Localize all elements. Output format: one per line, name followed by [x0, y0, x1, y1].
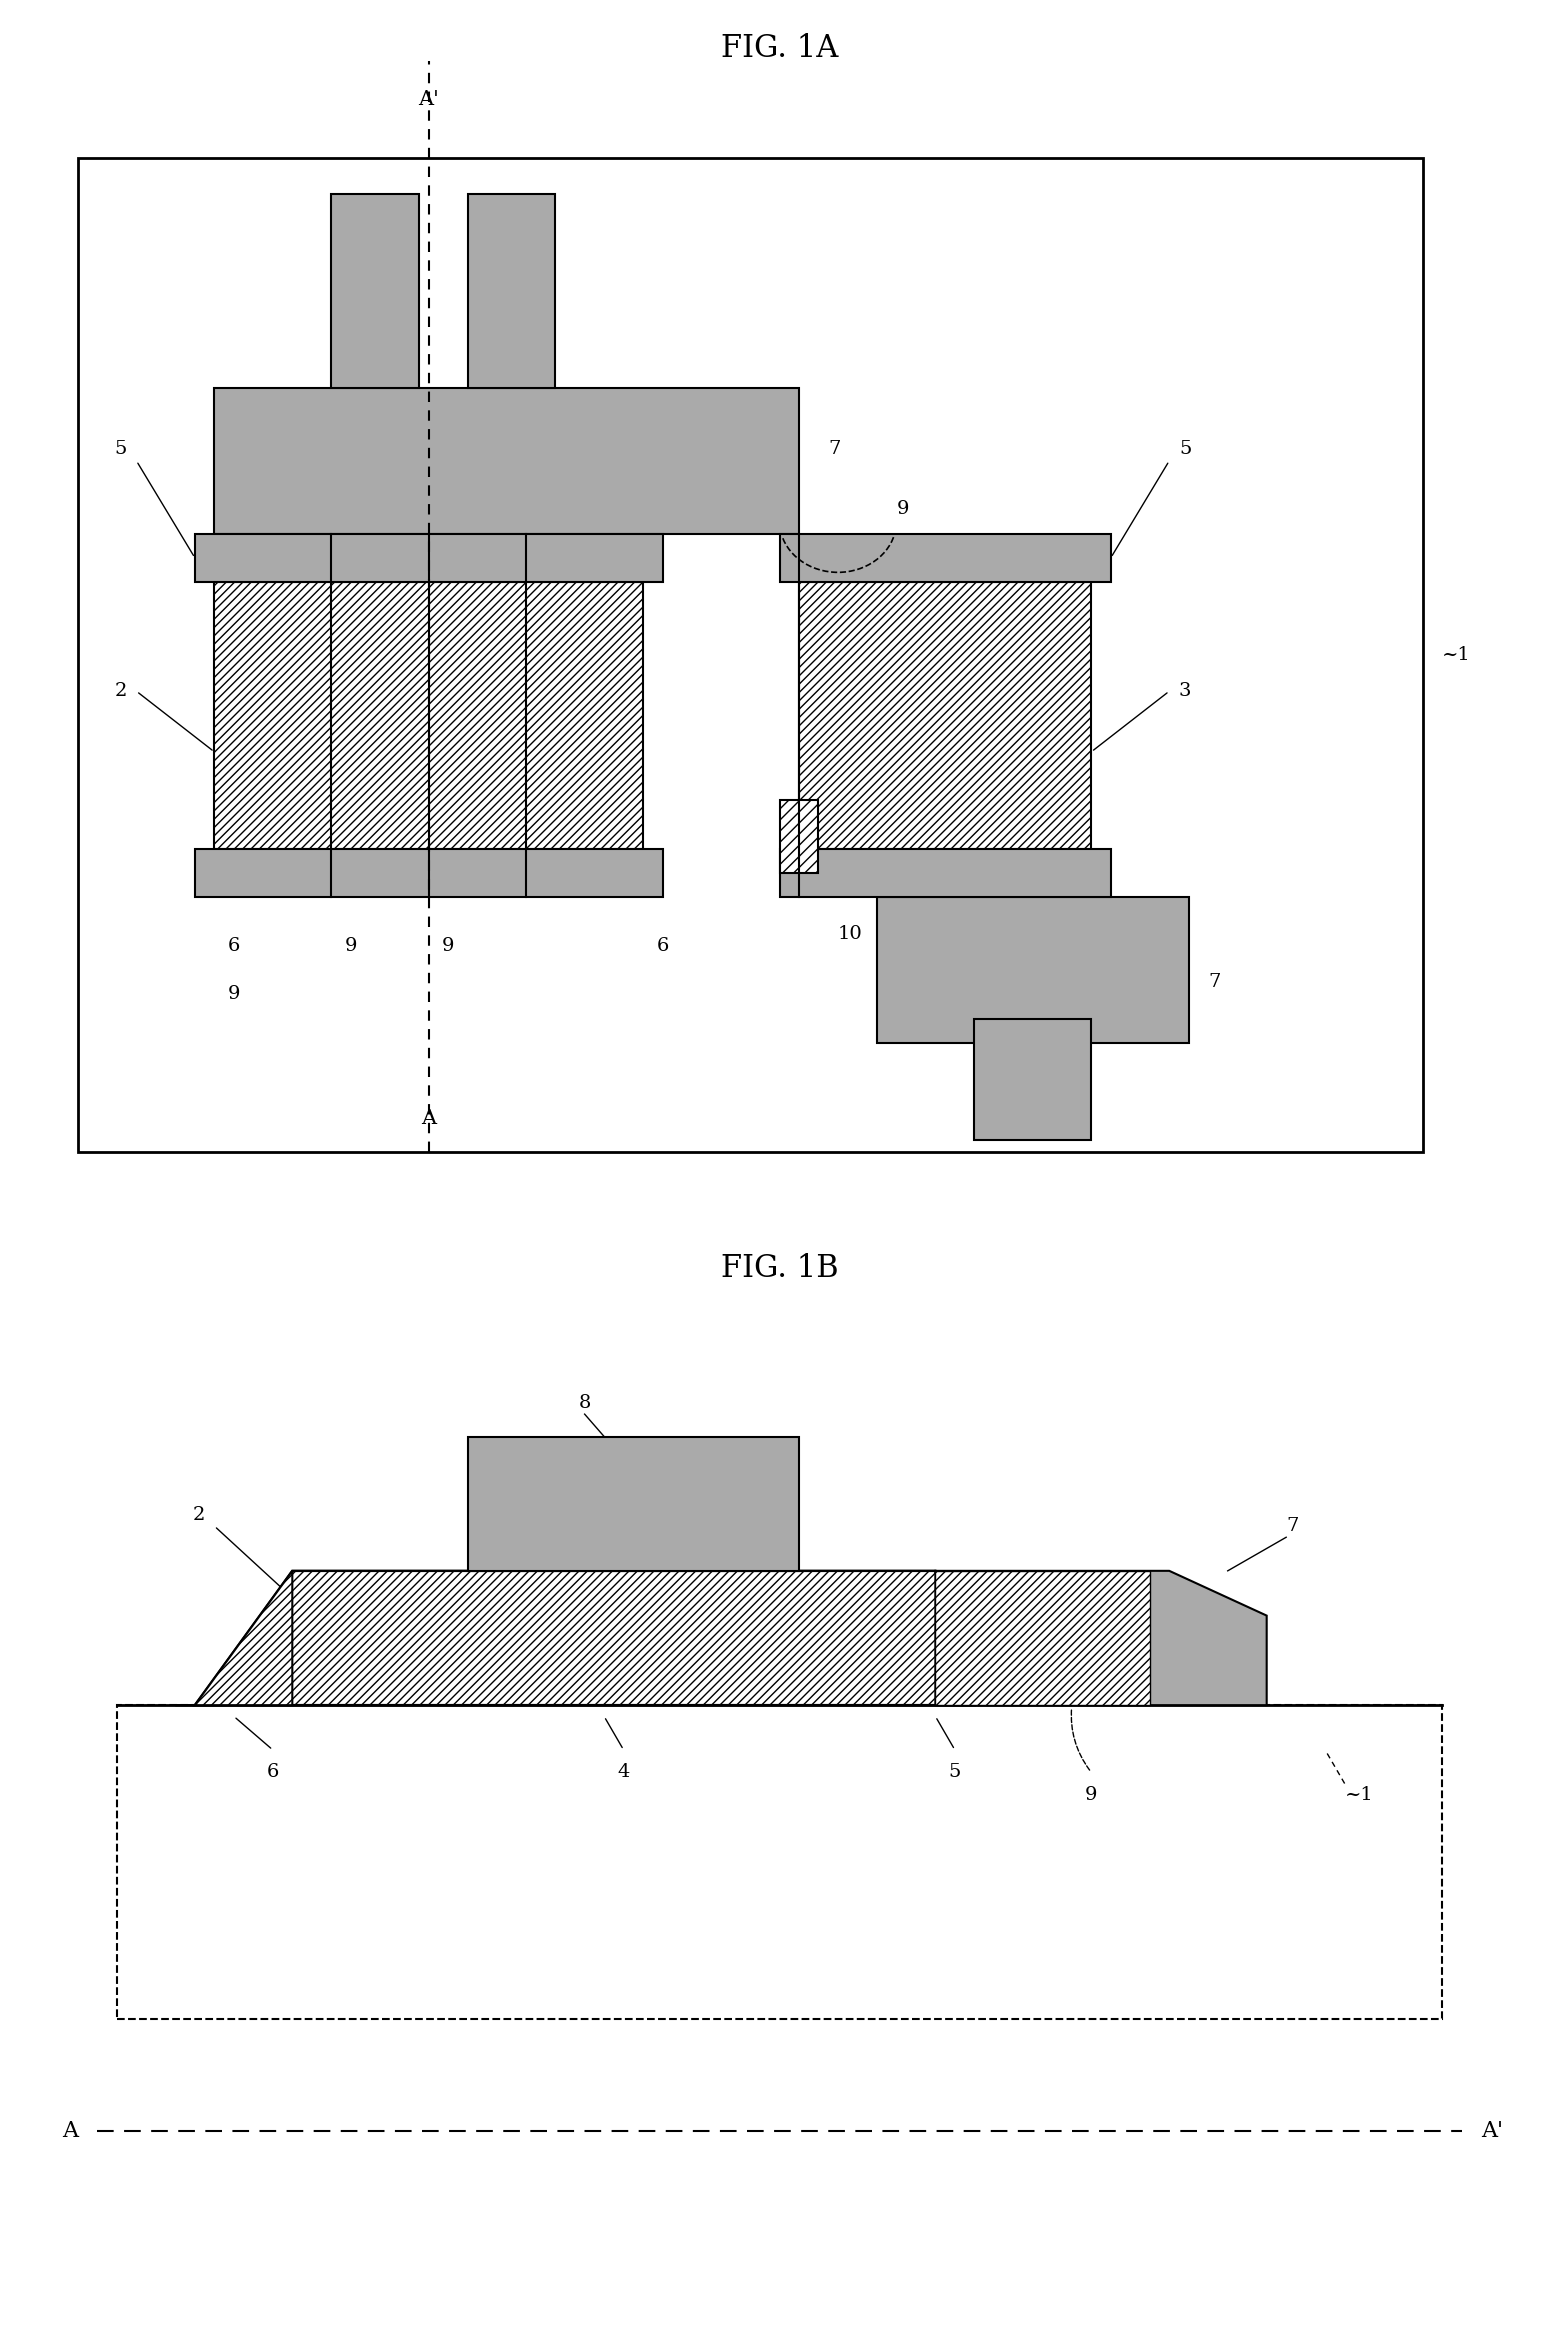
Text: 9: 9 — [345, 937, 357, 954]
Text: A': A' — [418, 91, 440, 110]
FancyBboxPatch shape — [780, 534, 1110, 583]
Text: 9: 9 — [228, 986, 240, 1003]
Polygon shape — [175, 1572, 293, 1705]
Text: 4: 4 — [617, 1763, 630, 1782]
Text: 7: 7 — [828, 441, 840, 457]
Text: 2: 2 — [192, 1506, 204, 1523]
FancyBboxPatch shape — [78, 159, 1422, 1152]
Text: 6: 6 — [228, 937, 240, 954]
Text: ~1: ~1 — [1442, 646, 1470, 665]
Text: 5: 5 — [949, 1763, 960, 1782]
Text: A: A — [421, 1108, 437, 1129]
Text: 3: 3 — [1179, 683, 1191, 700]
Text: 5: 5 — [1179, 441, 1191, 457]
Text: 8: 8 — [578, 1395, 591, 1411]
FancyBboxPatch shape — [468, 1437, 798, 1572]
Text: 5: 5 — [114, 441, 126, 457]
Text: FIG. 1A: FIG. 1A — [720, 33, 839, 63]
Text: ~1: ~1 — [1344, 1786, 1373, 1803]
FancyBboxPatch shape — [798, 583, 1091, 849]
FancyBboxPatch shape — [195, 534, 663, 583]
Text: 9: 9 — [896, 501, 909, 518]
Text: A: A — [62, 2120, 78, 2141]
Text: 9: 9 — [441, 937, 455, 954]
Polygon shape — [195, 1572, 974, 1705]
FancyBboxPatch shape — [974, 1019, 1091, 1140]
FancyBboxPatch shape — [876, 898, 1188, 1042]
FancyBboxPatch shape — [215, 387, 798, 534]
Text: 6: 6 — [656, 937, 669, 954]
Text: 6: 6 — [267, 1763, 279, 1782]
FancyBboxPatch shape — [468, 194, 555, 387]
FancyBboxPatch shape — [195, 849, 663, 898]
Text: FIG. 1B: FIG. 1B — [720, 1252, 839, 1285]
Polygon shape — [935, 1572, 1149, 1705]
Text: 2: 2 — [114, 683, 126, 700]
FancyBboxPatch shape — [215, 583, 642, 849]
Text: 10: 10 — [839, 926, 862, 942]
Text: 9: 9 — [1085, 1786, 1098, 1803]
Polygon shape — [935, 1572, 1266, 1705]
FancyBboxPatch shape — [780, 800, 818, 872]
FancyBboxPatch shape — [117, 1705, 1442, 2020]
FancyBboxPatch shape — [780, 849, 1110, 898]
Text: 7: 7 — [1208, 972, 1221, 991]
Text: A': A' — [1481, 2120, 1503, 2141]
FancyBboxPatch shape — [331, 194, 419, 387]
Text: 7: 7 — [1286, 1518, 1299, 1534]
